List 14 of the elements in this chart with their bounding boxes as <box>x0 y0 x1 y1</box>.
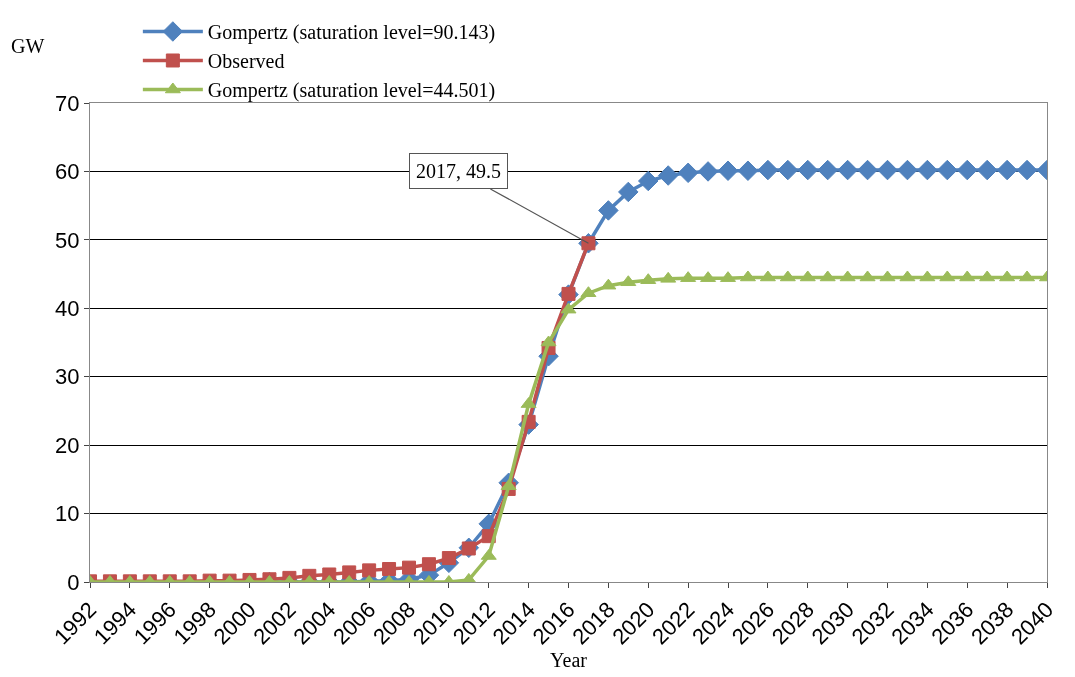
legend-label: Observed <box>207 50 285 73</box>
y-tick-label: 20 <box>55 432 80 458</box>
legend-label: Gompertz (saturation level=44.501) <box>207 79 496 103</box>
y-tick-label: 60 <box>55 159 80 185</box>
y-tick-label: 0 <box>67 569 80 595</box>
legend-label: Gompertz (saturation level=90.143) <box>207 21 496 45</box>
y-axis-title: GW <box>11 35 45 57</box>
y-tick-label: 30 <box>55 364 80 390</box>
y-tick-label: 70 <box>55 90 80 116</box>
annotation: 2017, 49.5 <box>416 160 501 182</box>
y-tick-label: 50 <box>55 227 80 253</box>
y-tick-label: 10 <box>55 501 80 527</box>
y-tick-label: 40 <box>55 295 80 321</box>
x-axis-title: Year <box>550 649 588 672</box>
